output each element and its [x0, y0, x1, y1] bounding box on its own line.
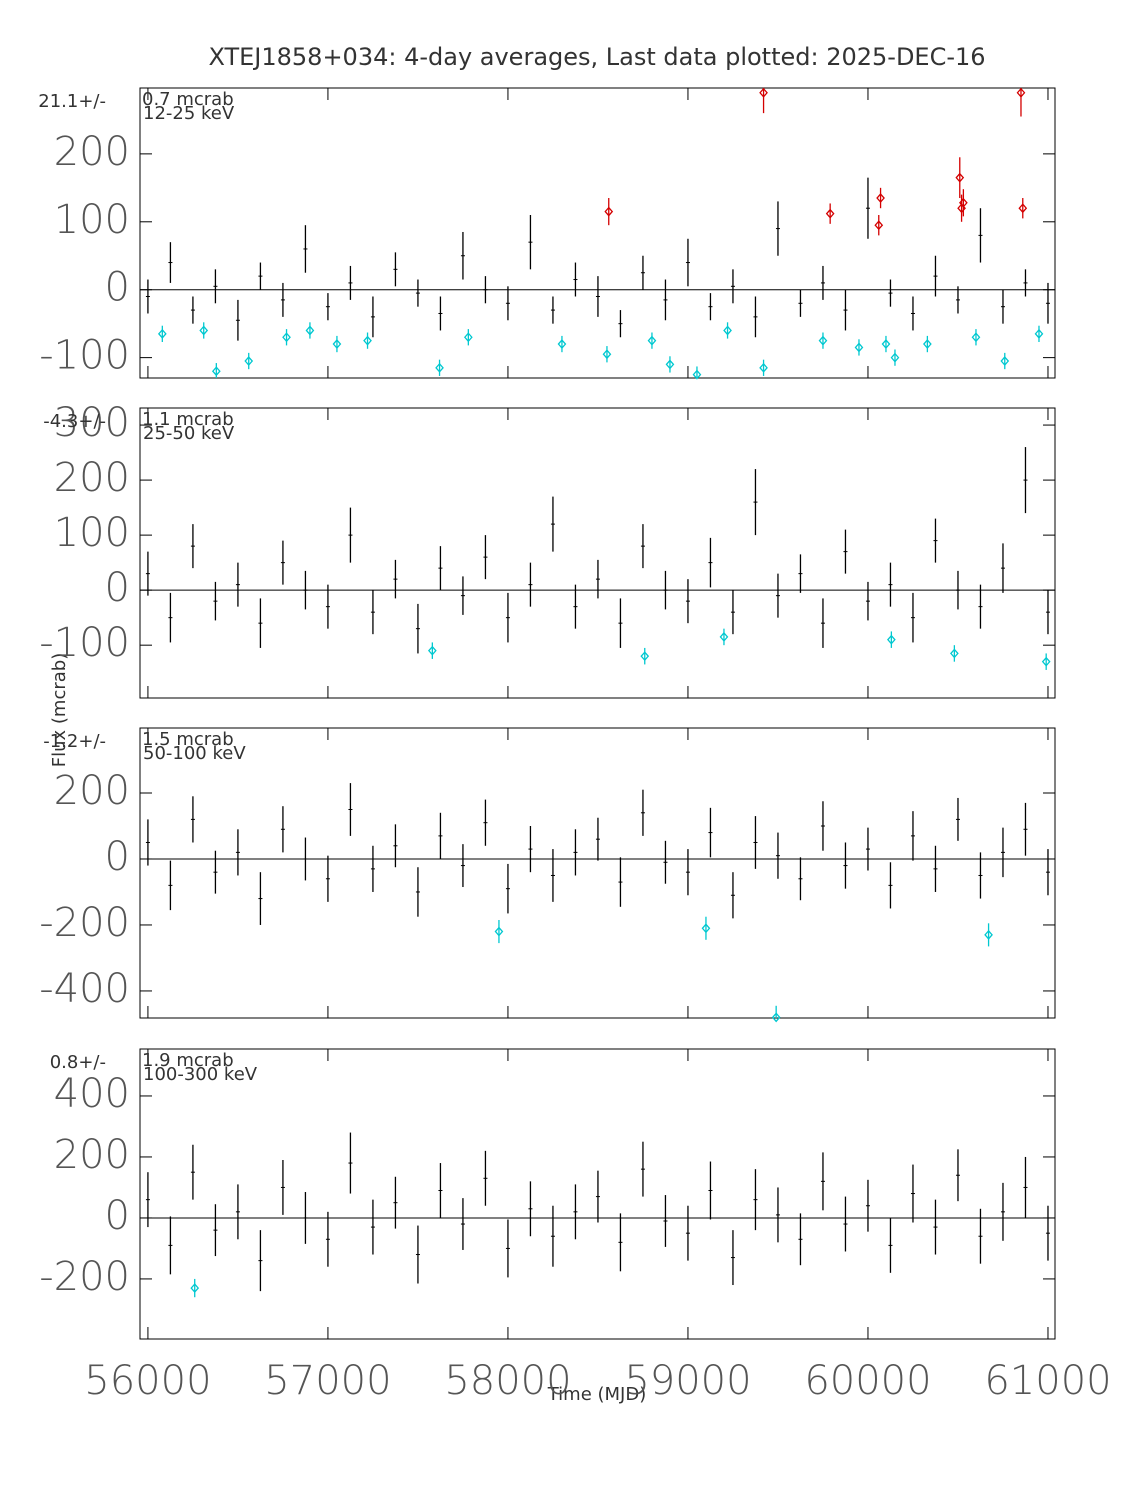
data-point: [923, 339, 932, 350]
data-point: [887, 634, 896, 645]
y-tick-label: -400: [39, 966, 130, 1012]
flux-note: 1.5 mcrab: [142, 729, 234, 750]
x-tick-label: 58000: [444, 1358, 571, 1404]
y-tick-label: 0: [105, 565, 130, 611]
data-point: [435, 362, 444, 373]
y-tick-label: 200: [54, 768, 130, 814]
data-point: [282, 332, 291, 343]
energy-band: 12-25 keV: [143, 103, 235, 124]
data-point: [157, 328, 167, 339]
data-point: [647, 335, 657, 346]
data-point: [332, 339, 342, 350]
x-tick-label: 59000: [624, 1358, 751, 1404]
y-axis-label: Flux (mcrab): [49, 653, 70, 767]
data-point: [955, 172, 965, 183]
data-point: [1016, 87, 1026, 98]
data-point: [244, 356, 254, 367]
data-point: [984, 929, 993, 940]
data-point: [363, 335, 372, 346]
data-point: [818, 335, 828, 346]
data-point: [199, 325, 209, 336]
x-tick-label: 56000: [84, 1358, 211, 1404]
data-point: [971, 332, 981, 343]
y-tick-label: 100: [54, 197, 130, 243]
plot-frame: [139, 1048, 1056, 1340]
y-tick-label: -100: [39, 333, 130, 379]
plot-frame: [139, 407, 1056, 699]
data-point: [494, 926, 504, 937]
x-tick-label: 57000: [264, 1358, 391, 1404]
data-point: [463, 332, 473, 343]
y-tick-label: 0: [105, 1193, 130, 1239]
data-point: [692, 369, 702, 380]
data-point: [876, 193, 885, 204]
data-point: [1018, 203, 1028, 214]
data-point: [874, 220, 884, 231]
data-point: [211, 366, 221, 377]
y-tick-label: 200: [54, 129, 130, 175]
y-tick-label: 200: [54, 1132, 130, 1178]
y-tick-label: -200: [39, 1254, 130, 1300]
data-point: [719, 631, 729, 642]
y-tick-label: 0: [105, 265, 130, 311]
plot-frame: [139, 87, 1056, 379]
data-point: [604, 206, 614, 217]
energy-band: 50-100 keV: [143, 743, 246, 764]
flux-note: 21.1+/-: [38, 91, 106, 112]
flux-note: 0.7 mcrab: [142, 89, 234, 110]
data-point: [190, 1283, 200, 1294]
y-tick-label: -200: [39, 900, 130, 946]
data-point: [602, 349, 612, 360]
data-point: [854, 342, 864, 353]
data-point: [640, 651, 650, 662]
data-point: [723, 325, 732, 336]
data-point: [1000, 356, 1010, 367]
y-tick-label: -100: [39, 620, 130, 666]
energy-band: 25-50 keV: [143, 423, 235, 444]
data-point: [1041, 656, 1051, 667]
data-point: [1034, 328, 1044, 339]
flux-note: 1.9 mcrab: [142, 1050, 234, 1071]
flux-note: -1.2+/-: [43, 731, 106, 752]
x-tick-label: 61000: [984, 1358, 1111, 1404]
data-point: [950, 648, 959, 659]
chart-title: XTEJ1858+034: 4-day averages, Last data …: [208, 43, 985, 71]
flux-note: 0.8+/-: [50, 1052, 106, 1073]
data-point: [665, 359, 675, 370]
y-tick-label: 100: [54, 510, 130, 556]
x-tick-label: 60000: [804, 1358, 931, 1404]
y-tick-label: 200: [54, 455, 130, 501]
data-point: [959, 197, 968, 208]
data-point: [557, 339, 567, 350]
data-point: [701, 923, 711, 934]
data-point: [305, 325, 315, 336]
data-point: [759, 362, 768, 373]
flux-note: -4.3+/-: [43, 411, 106, 432]
y-tick-label: 300: [54, 400, 130, 446]
x-axis-label: Time (MJD): [547, 1384, 647, 1405]
y-tick-label: 0: [105, 834, 130, 880]
y-tick-label: 400: [54, 1071, 130, 1117]
data-point: [771, 1012, 781, 1023]
flux-note: 1.1 mcrab: [142, 409, 234, 430]
data-point: [881, 339, 891, 350]
data-point: [759, 87, 768, 98]
plot-frame: [139, 727, 1056, 1019]
data-point: [890, 352, 900, 363]
data-point: [427, 645, 437, 656]
data-point: [825, 208, 835, 219]
energy-band: 100-300 keV: [143, 1064, 258, 1085]
